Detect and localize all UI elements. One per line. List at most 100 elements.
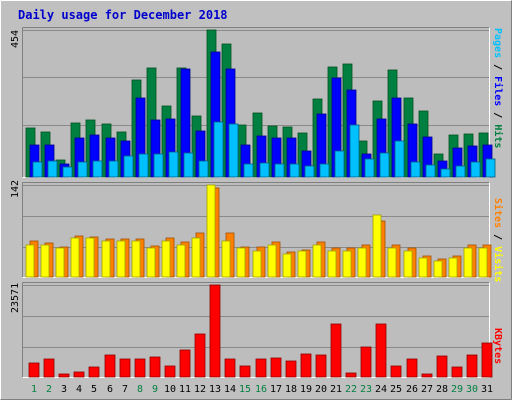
visits-bar-day-4 — [70, 237, 80, 278]
day-label-24: 24 — [375, 384, 387, 395]
visits-bar-day-30 — [463, 247, 473, 278]
day-label-3: 3 — [61, 384, 67, 395]
legend-part: KBytes — [492, 328, 503, 364]
visits-bar-day-25 — [387, 247, 397, 278]
day-label-23: 23 — [360, 384, 372, 395]
visits-bar-day-21 — [327, 250, 337, 278]
kbytes-bar-day-8 — [134, 358, 146, 378]
kbytes-bar-day-11 — [179, 349, 191, 378]
kbytes-bar-day-22 — [345, 372, 357, 378]
legend-part: / — [492, 106, 503, 124]
visits-bar-day-19 — [297, 250, 307, 278]
pages-bar-day-19 — [304, 165, 315, 178]
pages-bar-day-22 — [349, 124, 360, 178]
pages-bar-day-28 — [440, 168, 451, 178]
day-label-16: 16 — [255, 384, 267, 395]
kbytes-bar-day-24 — [375, 323, 387, 378]
middle-series-legend: Sites / Visits — [492, 198, 504, 282]
day-label-27: 27 — [421, 384, 433, 395]
kbytes-bar-day-6 — [104, 354, 116, 378]
pages-bar-day-8 — [138, 153, 149, 178]
day-label-25: 25 — [390, 384, 402, 395]
visits-bar-day-12 — [191, 237, 201, 278]
pages-bar-day-24 — [379, 152, 390, 178]
pages-bar-day-4 — [77, 161, 88, 178]
day-label-8: 8 — [137, 384, 143, 395]
visits-bar-day-9 — [146, 247, 156, 278]
day-label-7: 7 — [122, 384, 128, 395]
day-label-14: 14 — [224, 384, 236, 395]
legend-part: Sites — [492, 198, 504, 228]
kbytes-bar-day-12 — [194, 333, 206, 378]
mid-ymax-label: 142 — [10, 180, 21, 198]
kbytes-bar-day-17 — [270, 357, 282, 378]
day-label-30: 30 — [466, 384, 478, 395]
visits-bar-day-17 — [267, 244, 277, 278]
kbytes-bar-day-9 — [149, 356, 161, 378]
bot-ymax-label: 23571 — [10, 283, 21, 313]
kbytes-bar-day-2 — [43, 358, 55, 378]
visits-bar-day-3 — [55, 247, 65, 278]
visits-bar-day-24 — [372, 214, 382, 278]
pages-bar-day-20 — [319, 163, 330, 178]
kbytes-bar-day-16 — [255, 358, 267, 378]
kbytes-bar-day-14 — [224, 358, 236, 378]
day-label-17: 17 — [270, 384, 282, 395]
visits-bar-day-18 — [282, 253, 292, 278]
kbytes-bar-day-25 — [390, 365, 402, 378]
pages-bar-day-9 — [153, 153, 164, 178]
kbytes-bar-day-4 — [73, 371, 85, 378]
kbytes-bar-day-27 — [421, 373, 433, 378]
visits-bar-day-20 — [312, 244, 322, 278]
kbytes-bar-day-5 — [88, 366, 100, 378]
visits-bar-day-13 — [206, 184, 216, 278]
visits-bar-day-22 — [342, 250, 352, 278]
day-label-21: 21 — [330, 384, 342, 395]
visits-bar-day-2 — [40, 244, 50, 278]
visits-bar-day-15 — [236, 247, 246, 278]
visits-bar-day-1 — [25, 244, 35, 278]
legend-part: Pages — [492, 28, 503, 58]
visits-bar-day-29 — [448, 257, 458, 278]
pages-bar-day-17 — [274, 163, 285, 178]
top-ymax-label: 454 — [10, 30, 21, 48]
day-label-13: 13 — [209, 384, 221, 395]
kbytes-bar-day-30 — [466, 354, 478, 378]
legend-part: / — [492, 228, 503, 246]
day-label-29: 29 — [451, 384, 463, 395]
chart-title: Daily usage for December 2018 — [18, 8, 228, 22]
legend-part: Hits — [492, 124, 504, 148]
day-label-6: 6 — [107, 384, 113, 395]
bars — [25, 29, 496, 378]
pages-bar-day-7 — [123, 155, 134, 178]
day-label-5: 5 — [91, 384, 97, 395]
pages-bar-day-2 — [47, 160, 58, 178]
visits-bar-day-16 — [252, 250, 262, 278]
legend-part: / — [492, 58, 503, 76]
visits-bar-day-5 — [85, 237, 95, 278]
day-label-1: 1 — [31, 384, 37, 395]
day-label-10: 10 — [164, 384, 176, 395]
pages-bar-day-15 — [243, 163, 254, 178]
day-label-28: 28 — [436, 384, 448, 395]
bottom-series-legend: KBytes — [492, 328, 503, 364]
pages-bar-day-21 — [334, 150, 345, 178]
day-axis-labels: 1 2 3 4 5 6 7 8 9 10 11 12 13 14 15 16 17 18 19 20 21 22 23 24 2… — [31, 384, 493, 395]
visits-bar-day-27 — [418, 257, 428, 278]
pages-bar-day-5 — [92, 160, 103, 178]
kbytes-bar-day-20 — [315, 354, 327, 378]
kbytes-bar-day-28 — [436, 355, 448, 378]
pages-bar-day-13 — [213, 121, 224, 178]
kbytes-bar-day-26 — [406, 358, 418, 378]
visits-bar-day-26 — [403, 250, 413, 278]
day-label-26: 26 — [406, 384, 418, 395]
day-label-12: 12 — [194, 384, 206, 395]
day-label-4: 4 — [76, 384, 82, 395]
kbytes-bar-day-21 — [330, 323, 342, 378]
pages-bar-day-12 — [198, 160, 209, 178]
visits-bar-day-7 — [116, 240, 126, 278]
legend-part: Visits — [492, 246, 504, 282]
day-label-20: 20 — [315, 384, 327, 395]
pages-bar-day-29 — [455, 165, 466, 178]
